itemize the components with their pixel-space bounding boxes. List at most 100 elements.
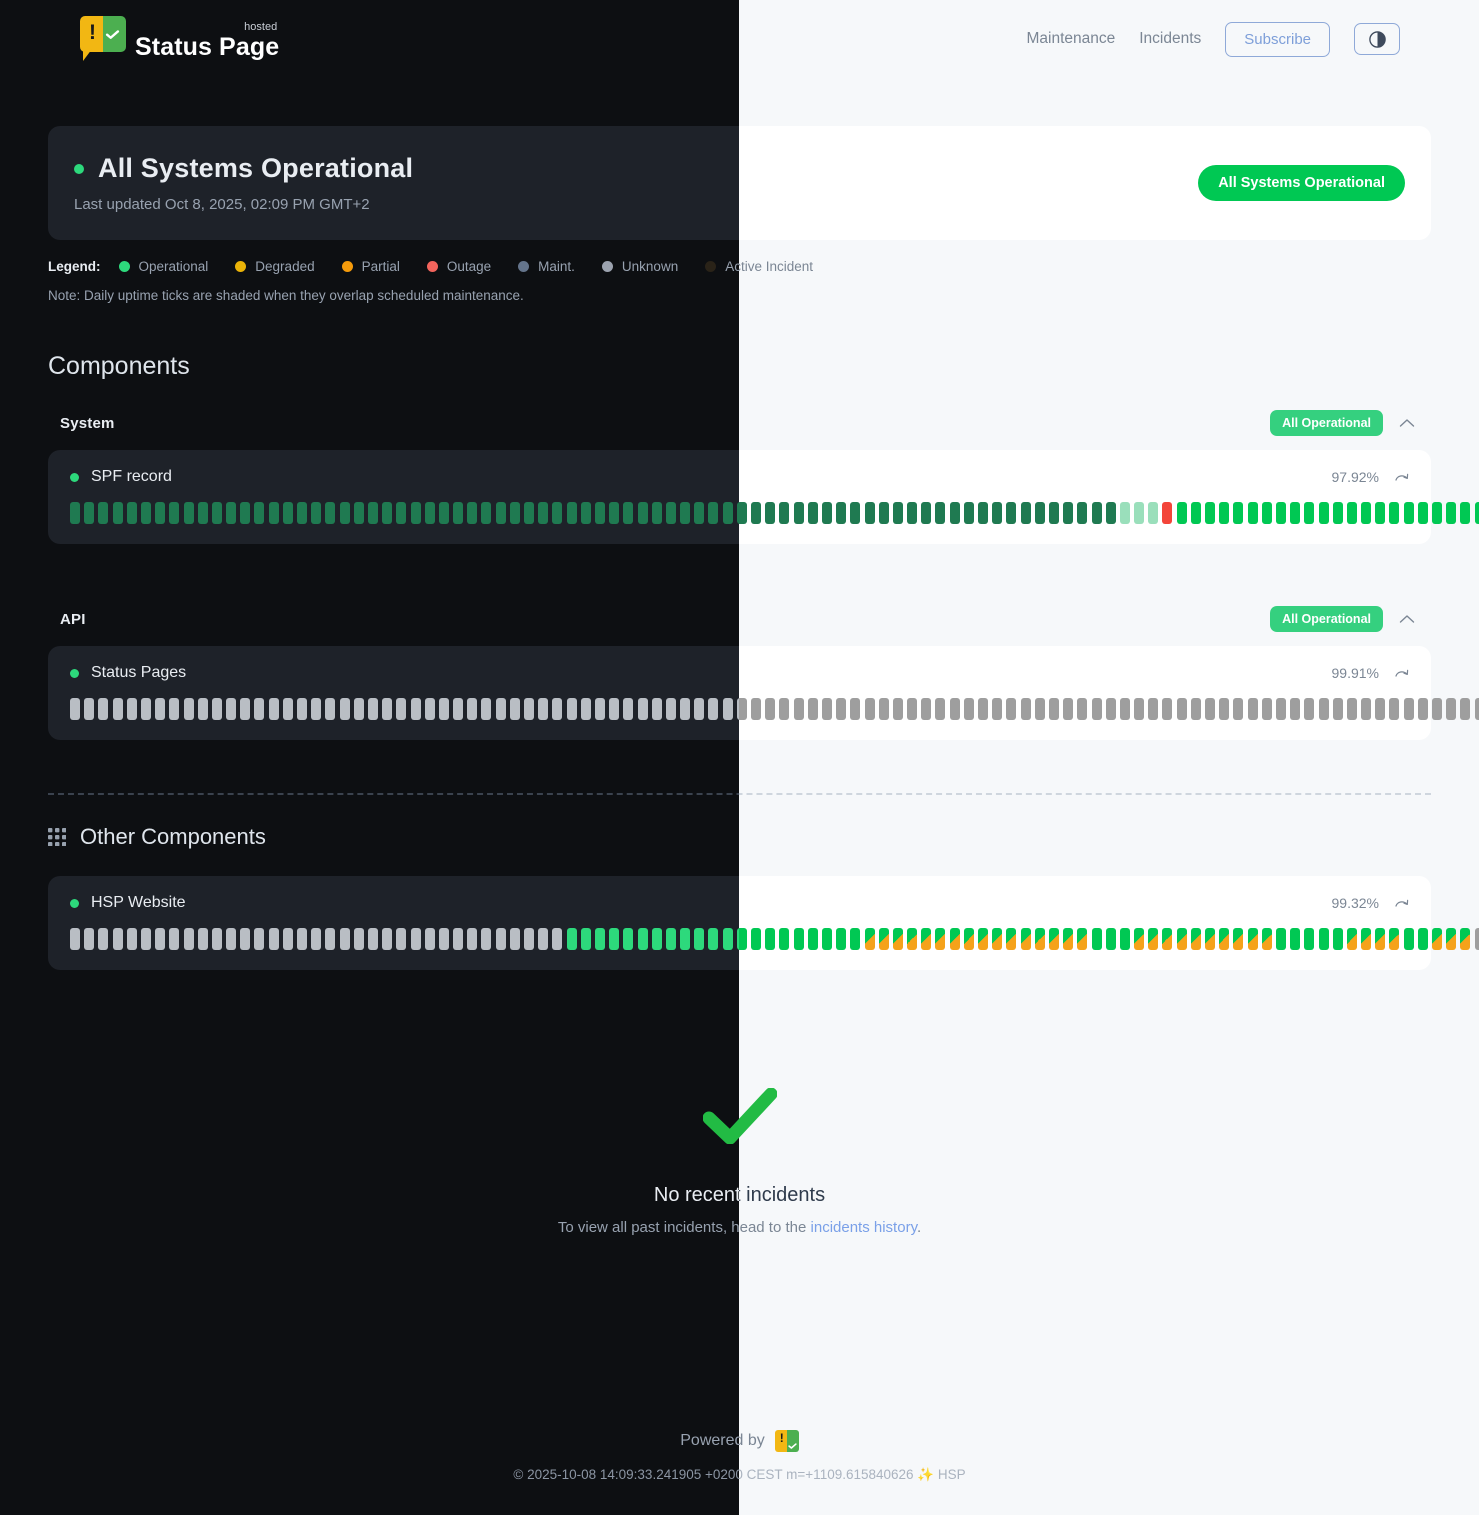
group-header[interactable]: SystemAll Operational xyxy=(739,406,1431,440)
uptime-tick[interactable] xyxy=(992,502,1003,524)
uptime-tick[interactable] xyxy=(282,502,293,524)
uptime-tick[interactable] xyxy=(1432,698,1442,720)
uptime-tick[interactable] xyxy=(1275,928,1286,950)
uptime-tick[interactable] xyxy=(1105,502,1116,524)
uptime-tick[interactable] xyxy=(892,698,903,720)
uptime-tick[interactable] xyxy=(680,502,691,524)
uptime-tick[interactable] xyxy=(112,502,123,524)
uptime-tick[interactable] xyxy=(155,698,166,720)
uptime-tick[interactable] xyxy=(1105,698,1116,720)
uptime-tick[interactable] xyxy=(268,698,279,720)
uptime-tick[interactable] xyxy=(751,502,761,524)
uptime-tick[interactable] xyxy=(1091,698,1102,720)
uptime-tick[interactable] xyxy=(765,928,776,950)
uptime-tick[interactable] xyxy=(226,928,237,950)
uptime-tick[interactable] xyxy=(382,928,393,950)
uptime-tick[interactable] xyxy=(1105,928,1116,950)
uptime-tick[interactable] xyxy=(1361,698,1372,720)
uptime-tick[interactable] xyxy=(694,698,705,720)
uptime-tick[interactable] xyxy=(1304,928,1315,950)
uptime-tick[interactable] xyxy=(1417,928,1428,950)
uptime-tick[interactable] xyxy=(1403,928,1414,950)
uptime-tick[interactable] xyxy=(467,928,478,950)
uptime-tick[interactable] xyxy=(1077,698,1088,720)
uptime-tick[interactable] xyxy=(1417,502,1428,524)
uptime-tick[interactable] xyxy=(297,928,307,950)
uptime-tick[interactable] xyxy=(1134,928,1145,950)
uptime-tick[interactable] xyxy=(566,928,577,950)
uptime-tick[interactable] xyxy=(708,698,719,720)
uptime-tick[interactable] xyxy=(850,502,861,524)
uptime-tick[interactable] xyxy=(339,928,350,950)
uptime-tick[interactable] xyxy=(396,698,407,720)
uptime-tick[interactable] xyxy=(1474,928,1479,950)
uptime-tick[interactable] xyxy=(282,928,293,950)
uptime-tick[interactable] xyxy=(112,698,123,720)
uptime-tick[interactable] xyxy=(552,928,563,950)
uptime-tick[interactable] xyxy=(1063,698,1074,720)
uptime-tick[interactable] xyxy=(1389,502,1400,524)
uptime-tick[interactable] xyxy=(410,698,421,720)
uptime-tick[interactable] xyxy=(254,698,265,720)
uptime-tick[interactable] xyxy=(651,502,662,524)
uptime-tick[interactable] xyxy=(1460,502,1471,524)
uptime-tick[interactable] xyxy=(623,698,634,720)
uptime-tick[interactable] xyxy=(1119,928,1130,950)
uptime-tick[interactable] xyxy=(949,928,960,950)
uptime-tick[interactable] xyxy=(169,698,180,720)
uptime-tick[interactable] xyxy=(1190,502,1201,524)
uptime-tick[interactable] xyxy=(935,502,946,524)
uptime-tick[interactable] xyxy=(538,698,549,720)
uptime-tick[interactable] xyxy=(467,502,478,524)
uptime-tick[interactable] xyxy=(1162,502,1173,524)
uptime-tick[interactable] xyxy=(878,928,889,950)
uptime-tick[interactable] xyxy=(84,698,95,720)
uptime-tick[interactable] xyxy=(765,502,776,524)
uptime-tick[interactable] xyxy=(1290,928,1301,950)
uptime-tick[interactable] xyxy=(1375,698,1386,720)
uptime-tick[interactable] xyxy=(155,928,166,950)
uptime-tick[interactable] xyxy=(495,698,506,720)
group-header[interactable]: APIAll Operational xyxy=(739,602,1431,636)
uptime-tick[interactable] xyxy=(197,698,208,720)
uptime-tick[interactable] xyxy=(538,928,549,950)
nav-maintenance[interactable]: Maintenance xyxy=(1026,30,1116,47)
uptime-tick[interactable] xyxy=(1219,698,1230,720)
uptime-tick[interactable] xyxy=(580,698,591,720)
chevron-up-icon[interactable] xyxy=(1399,418,1415,428)
uptime-tick[interactable] xyxy=(1119,502,1130,524)
uptime-tick[interactable] xyxy=(169,502,180,524)
uptime-tick[interactable] xyxy=(282,698,293,720)
uptime-tick[interactable] xyxy=(1247,502,1258,524)
uptime-tick[interactable] xyxy=(453,928,464,950)
uptime-tick[interactable] xyxy=(722,502,733,524)
uptime-tick[interactable] xyxy=(1403,698,1414,720)
theme-toggle-button[interactable] xyxy=(1354,23,1400,55)
uptime-tick[interactable] xyxy=(1034,502,1045,524)
uptime-tick[interactable] xyxy=(509,928,520,950)
uptime-tick[interactable] xyxy=(1205,928,1215,950)
uptime-tick[interactable] xyxy=(1034,928,1045,950)
uptime-tick[interactable] xyxy=(651,928,662,950)
uptime-tick[interactable] xyxy=(665,698,676,720)
uptime-tick[interactable] xyxy=(1176,928,1187,950)
uptime-tick[interactable] xyxy=(864,698,875,720)
uptime-tick[interactable] xyxy=(1134,698,1145,720)
uptime-tick[interactable] xyxy=(921,928,932,950)
uptime-tick[interactable] xyxy=(1432,928,1442,950)
uptime-tick[interactable] xyxy=(739,928,747,950)
uptime-tick[interactable] xyxy=(552,698,563,720)
uptime-tick[interactable] xyxy=(424,698,435,720)
uptime-tick[interactable] xyxy=(609,502,620,524)
uptime-tick[interactable] xyxy=(739,502,747,524)
uptime-tick[interactable] xyxy=(1332,928,1343,950)
uptime-tick[interactable] xyxy=(935,928,946,950)
uptime-tick[interactable] xyxy=(1006,928,1017,950)
uptime-tick[interactable] xyxy=(367,928,378,950)
uptime-tick[interactable] xyxy=(637,698,648,720)
uptime-tick[interactable] xyxy=(836,502,847,524)
uptime-tick[interactable] xyxy=(1176,698,1187,720)
uptime-tick[interactable] xyxy=(1148,502,1159,524)
uptime-tick[interactable] xyxy=(538,502,549,524)
